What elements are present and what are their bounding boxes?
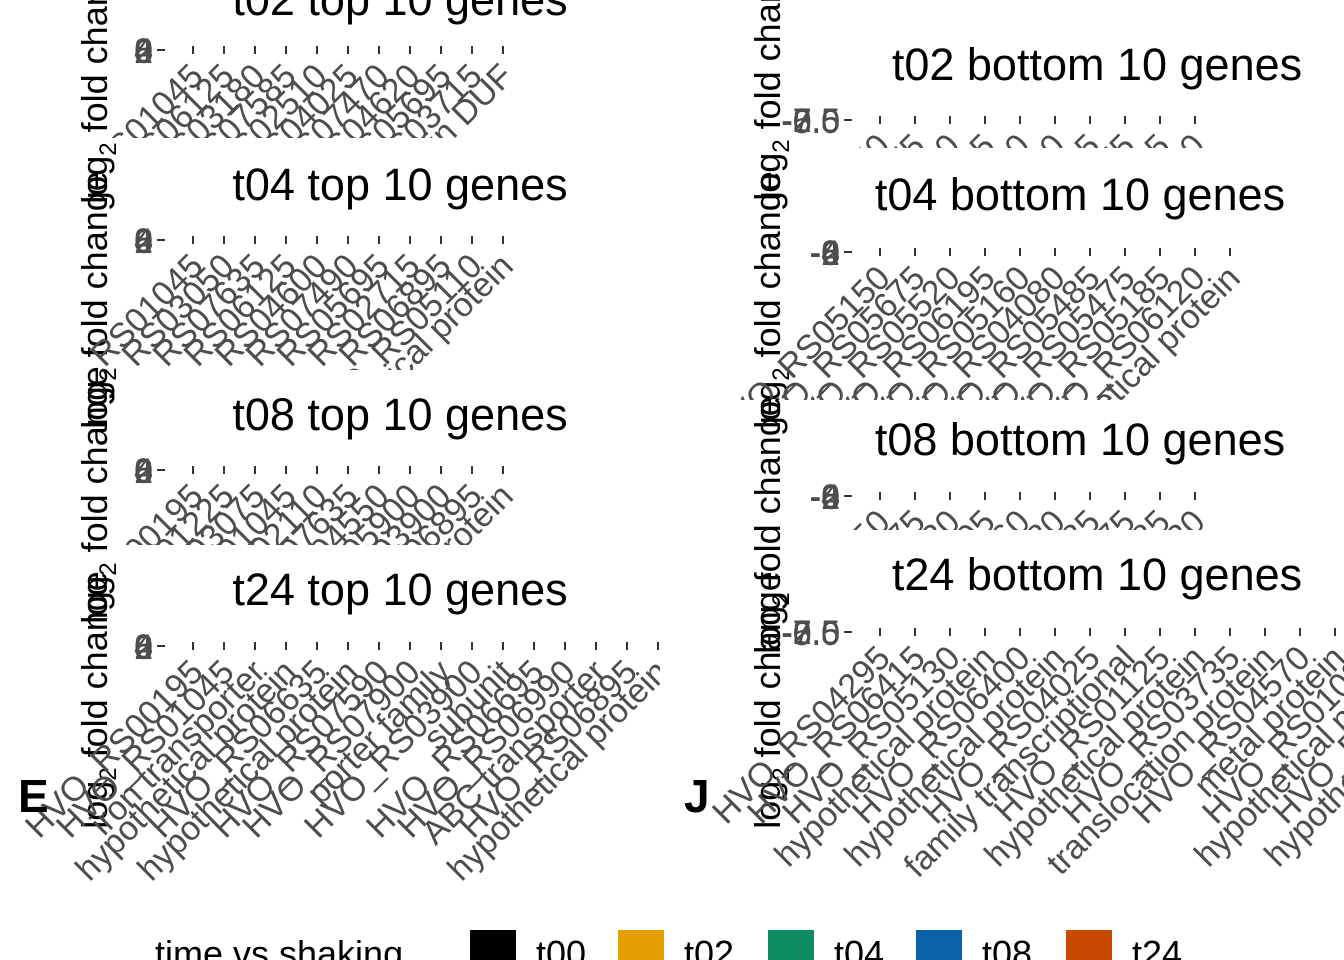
panel-title: t02 bottom 10 genes bbox=[892, 39, 1302, 90]
legend-label-t00: t00 bbox=[536, 933, 586, 960]
y-tick-label: -8 bbox=[810, 478, 840, 516]
facet-panel-8: t24 bottom 10 genes log2 fold change-7.5-… bbox=[705, 549, 1344, 885]
y-tick-label: 6 bbox=[134, 629, 153, 667]
y-tick-label: 0 bbox=[134, 452, 153, 490]
y-tick-label: -5.0 bbox=[781, 103, 840, 141]
y-tick-label: 0 bbox=[821, 478, 840, 516]
legend: time vs shaking t00 t02 t04 t08 t24 bbox=[155, 930, 1182, 960]
y-tick-label: 8 bbox=[134, 222, 153, 260]
y-tick-label: 2 bbox=[134, 629, 153, 667]
y-tick-label: 4 bbox=[134, 452, 153, 490]
legend-label-t08: t08 bbox=[982, 933, 1032, 960]
panel-title: t02 top 10 genes bbox=[232, 0, 567, 25]
y-axis-label: log2 fold change bbox=[74, 0, 122, 204]
y-axis-label: log2 fold change bbox=[74, 171, 122, 429]
panel-title: t24 top 10 genes bbox=[232, 564, 567, 615]
y-axis-label: log2 fold change bbox=[74, 366, 122, 624]
panel-title: t08 bottom 10 genes bbox=[875, 414, 1285, 465]
y-tick-label: 2 bbox=[134, 453, 153, 491]
legend-key-t04 bbox=[768, 930, 814, 960]
legend-label-t24: t24 bbox=[1132, 933, 1182, 960]
y-tick-label: -2.5 bbox=[781, 102, 840, 140]
legend-label-t02: t02 bbox=[684, 933, 734, 960]
legend-title: time vs shaking bbox=[155, 933, 403, 960]
y-tick-label: 6 bbox=[134, 223, 153, 261]
legend-key-t00 bbox=[470, 930, 516, 960]
y-axis-label: log2 fold change bbox=[747, 396, 795, 654]
y-tick-label: -6 bbox=[810, 479, 840, 517]
panel-title: t04 top 10 genes bbox=[232, 159, 567, 210]
y-tick-label: -6 bbox=[810, 235, 840, 273]
y-axis-label: log2 fold change bbox=[747, 571, 795, 829]
y-tick-label: -2 bbox=[810, 479, 840, 517]
legend-label-t04: t04 bbox=[834, 933, 884, 960]
panel-title: t04 bottom 10 genes bbox=[875, 169, 1285, 220]
facet-panel-6: t04 bottom 10 genes log2 fold change -8-6-… bbox=[705, 169, 1285, 429]
y-tick-label: 8 bbox=[134, 32, 153, 70]
y-tick-label: 0 bbox=[821, 234, 840, 272]
y-tick-label: 2 bbox=[134, 223, 153, 261]
y-tick-label: 4 bbox=[134, 32, 153, 70]
y-axis-label: log2 fold change bbox=[74, 571, 122, 829]
y-tick-label: -4 bbox=[810, 234, 840, 272]
panel-letter-e: E bbox=[18, 770, 49, 822]
y-tick-label: 0 bbox=[134, 628, 153, 666]
y-tick-label: 8 bbox=[134, 628, 153, 666]
y-tick-label: 6 bbox=[134, 453, 153, 491]
y-tick-label: 6 bbox=[134, 33, 153, 71]
y-tick-label: -7.5 bbox=[781, 102, 840, 140]
y-tick-label: -8 bbox=[810, 234, 840, 272]
y-tick-label: 4 bbox=[134, 628, 153, 666]
y-tick-label: -4 bbox=[810, 478, 840, 516]
panel-title: t24 bottom 10 genes bbox=[892, 549, 1302, 600]
y-axis-label: log2 fold change bbox=[747, 171, 795, 429]
y-axis-label: log2 fold change bbox=[747, 0, 795, 201]
legend-key-t02 bbox=[618, 930, 664, 960]
y-tick-label: 0 bbox=[134, 222, 153, 260]
y-tick-label: -2.5 bbox=[781, 614, 840, 652]
legend-items: t00 t02 t04 t08 t24 bbox=[470, 930, 1182, 960]
y-tick-label: 0 bbox=[134, 32, 153, 70]
y-tick-label: 0.0 bbox=[793, 615, 840, 653]
y-tick-label: 0.0 bbox=[793, 103, 840, 141]
panel-letter-j: J bbox=[684, 770, 710, 822]
panel-title: t08 top 10 genes bbox=[232, 389, 567, 440]
y-tick-label: -2 bbox=[810, 235, 840, 273]
legend-key-t08 bbox=[916, 930, 962, 960]
y-tick-label: -7.5 bbox=[781, 614, 840, 652]
y-tick-label: 4 bbox=[134, 222, 153, 260]
legend-key-t24 bbox=[1066, 930, 1112, 960]
y-tick-label: -5.0 bbox=[781, 615, 840, 653]
y-tick-label: 8 bbox=[134, 452, 153, 490]
y-tick-label: 2 bbox=[134, 33, 153, 71]
